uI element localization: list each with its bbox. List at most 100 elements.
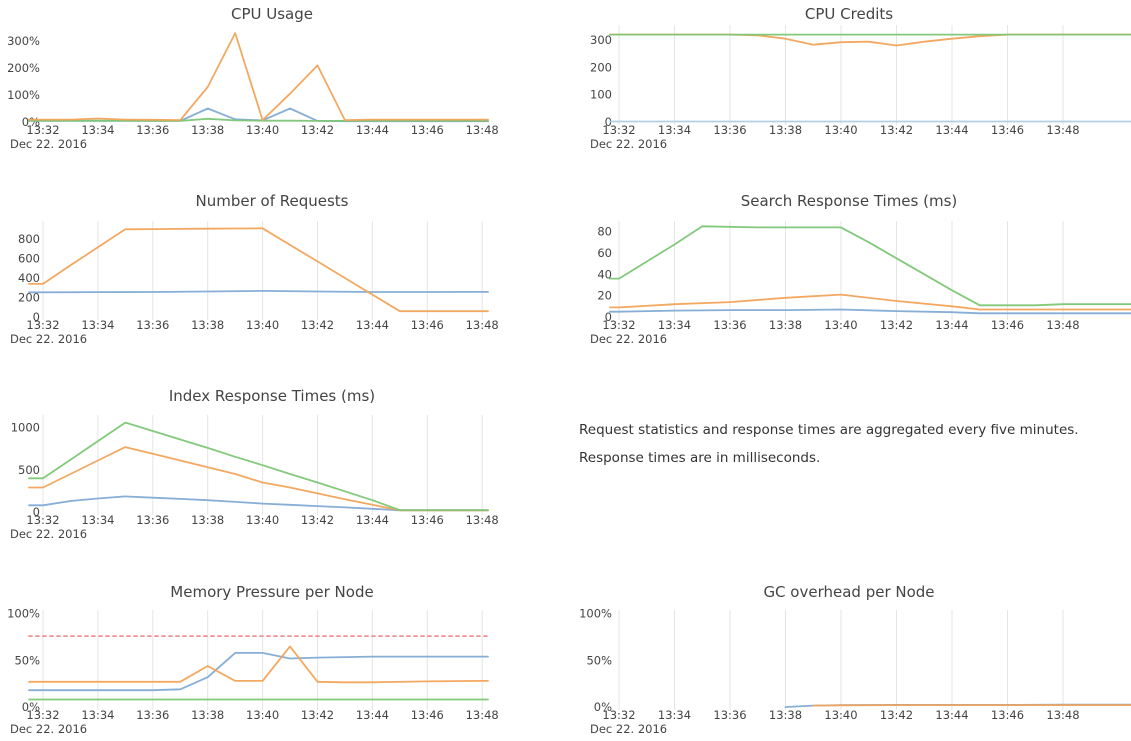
x-tick-label: 13:42 <box>301 513 334 527</box>
x-tick-label: 13:40 <box>246 708 279 722</box>
x-tick-label: 13:40 <box>824 708 857 722</box>
y-tick-label: 80 <box>597 225 612 239</box>
date-label: Dec 22. 2016 <box>10 722 87 736</box>
chart-title: CPU Credits <box>805 5 893 23</box>
y-tick-label: 500 <box>18 463 40 477</box>
x-tick-label: 13:38 <box>191 318 224 332</box>
y-tick-label: 0% <box>594 700 612 714</box>
date-label: Dec 22. 2016 <box>590 137 667 151</box>
x-tick-label: 13:48 <box>466 123 499 137</box>
x-tick-label: 13:38 <box>769 318 802 332</box>
chart-cpu-usage[interactable]: CPU Usage 0% 100% 200% 300% 13:32 13:34 13:36 13… <box>0 0 565 164</box>
series-line-index-blue <box>28 495 489 512</box>
x-tick-label: 13:42 <box>301 123 334 137</box>
x-tick-label: 13:36 <box>136 708 169 722</box>
y-tick-label: 1000 <box>11 421 40 435</box>
x-tick-label: 13:40 <box>246 123 279 137</box>
x-tick-label: 13:32 <box>602 708 635 722</box>
gc-overhead-per-node-svg: GC overhead per Node 0% 50% 100% 13:32 13:34 1… <box>579 583 1131 736</box>
chart-gc-overhead-per-node[interactable]: GC overhead per Node 0% 50% 100% 13:32 13:34 1… <box>566 580 1131 741</box>
y-tick-label: 300 <box>590 33 612 47</box>
x-tick-label: 13:42 <box>301 708 334 722</box>
y-tick-label: 300% <box>7 34 40 48</box>
x-tick-label: 13:36 <box>713 123 746 137</box>
series-line-search-green <box>609 225 1131 307</box>
x-tick-label: 13:40 <box>824 318 857 332</box>
series-line-search-orange <box>609 293 1131 311</box>
x-tick-label: 13:34 <box>658 708 691 722</box>
search-response-times-svg: Search Response Times (ms) 0 20 40 60 80 13:32… <box>590 192 1131 346</box>
x-tick-label: 13:36 <box>136 318 169 332</box>
x-tick-label: 13:32 <box>602 123 635 137</box>
x-tick-label: 13:34 <box>81 708 114 722</box>
x-tick-label: 13:32 <box>26 123 59 137</box>
x-tick-label: 13:48 <box>466 513 499 527</box>
x-tick-label: 13:32 <box>26 708 59 722</box>
series-line-node-orange <box>28 645 489 684</box>
x-tick-label: 13:44 <box>356 708 389 722</box>
number-of-requests-svg: Number of Requests 0 200 400 600 800 13:32 13:3… <box>10 192 499 346</box>
y-tick-label: 20 <box>597 289 612 303</box>
x-tick-label: 13:46 <box>411 318 444 332</box>
x-tick-label: 13:36 <box>713 318 746 332</box>
memory-pressure-per-node-svg: Memory Pressure per Node 0% 50% 100% 13:32 13… <box>7 583 499 736</box>
x-tick-label: 13:46 <box>991 123 1024 137</box>
x-tick-label: 13:46 <box>991 708 1024 722</box>
cpu-usage-svg: CPU Usage 0% 100% 200% 300% 13:32 13:34 13:36 13… <box>7 5 499 151</box>
y-tick-label: 600 <box>18 252 40 266</box>
y-tick-label: 100% <box>7 607 40 621</box>
y-tick-label: 0 <box>33 505 40 519</box>
chart-cpu-credits[interactable]: CPU Credits 0 100 200 300 13:32 13:34 13:36 13:3… <box>566 0 1131 164</box>
series-line-requests-blue <box>28 290 489 294</box>
x-tick-label: 13:44 <box>356 123 389 137</box>
x-tick-label: 13:38 <box>769 123 802 137</box>
date-label: Dec 22. 2016 <box>10 137 87 151</box>
x-tick-label: 13:48 <box>1046 318 1079 332</box>
series-line-search-blue <box>609 308 1131 315</box>
y-tick-label: 0 <box>605 115 612 129</box>
chart-index-response-times[interactable]: Index Response Times (ms) 0 500 1000 13:32 13… <box>0 380 565 549</box>
series-line-node-orange <box>812 704 1131 707</box>
y-tick-label: 200 <box>18 291 40 305</box>
y-tick-label: 40 <box>597 267 612 281</box>
x-tick-label: 13:44 <box>935 318 968 332</box>
x-tick-label: 13:34 <box>658 318 691 332</box>
y-tick-label: 0 <box>33 310 40 324</box>
y-tick-label: 0 <box>605 310 612 324</box>
x-tick-label: 13:42 <box>301 318 334 332</box>
cpu-credits-svg: CPU Credits 0 100 200 300 13:32 13:34 13:36 13:3… <box>590 5 1131 151</box>
chart-title: Number of Requests <box>196 192 349 210</box>
y-tick-label: 800 <box>18 232 40 246</box>
y-tick-label: 100% <box>579 607 612 621</box>
chart-title: Index Response Times (ms) <box>169 387 375 405</box>
series-line-instance-orange <box>609 33 1131 47</box>
y-tick-label: 400 <box>18 271 40 285</box>
x-tick-label: 13:46 <box>411 513 444 527</box>
x-tick-label: 13:48 <box>466 708 499 722</box>
chart-number-of-requests[interactable]: Number of Requests 0 200 400 600 800 13:32 13:3… <box>0 185 565 354</box>
y-tick-label: 0% <box>22 115 40 129</box>
y-tick-label: 100 <box>590 88 612 102</box>
x-tick-label: 13:36 <box>136 123 169 137</box>
chart-title: Memory Pressure per Node <box>170 583 373 601</box>
series-line-index-orange <box>28 446 489 512</box>
date-label: Dec 22. 2016 <box>10 332 87 346</box>
x-tick-label: 13:44 <box>935 708 968 722</box>
x-tick-label: 13:32 <box>26 318 59 332</box>
chart-title: GC overhead per Node <box>763 583 934 601</box>
y-tick-label: 50% <box>586 653 612 667</box>
chart-search-response-times[interactable]: Search Response Times (ms) 0 20 40 60 80 13:32… <box>566 185 1131 354</box>
chart-title: CPU Usage <box>231 5 313 23</box>
aggregation-note: Request statistics and response times ar… <box>579 421 1079 466</box>
x-tick-label: 13:46 <box>411 708 444 722</box>
x-tick-label: 13:44 <box>935 123 968 137</box>
chart-title: Search Response Times (ms) <box>741 192 958 210</box>
chart-memory-pressure-per-node[interactable]: Memory Pressure per Node 0% 50% 100% 13:32 13… <box>0 580 565 741</box>
series-line-instance-orange <box>28 32 489 121</box>
x-tick-label: 13:42 <box>880 708 913 722</box>
date-label: Dec 22. 2016 <box>590 332 667 346</box>
x-tick-label: 13:32 <box>26 513 59 527</box>
y-tick-label: 200 <box>590 60 612 74</box>
x-tick-label: 13:38 <box>191 123 224 137</box>
